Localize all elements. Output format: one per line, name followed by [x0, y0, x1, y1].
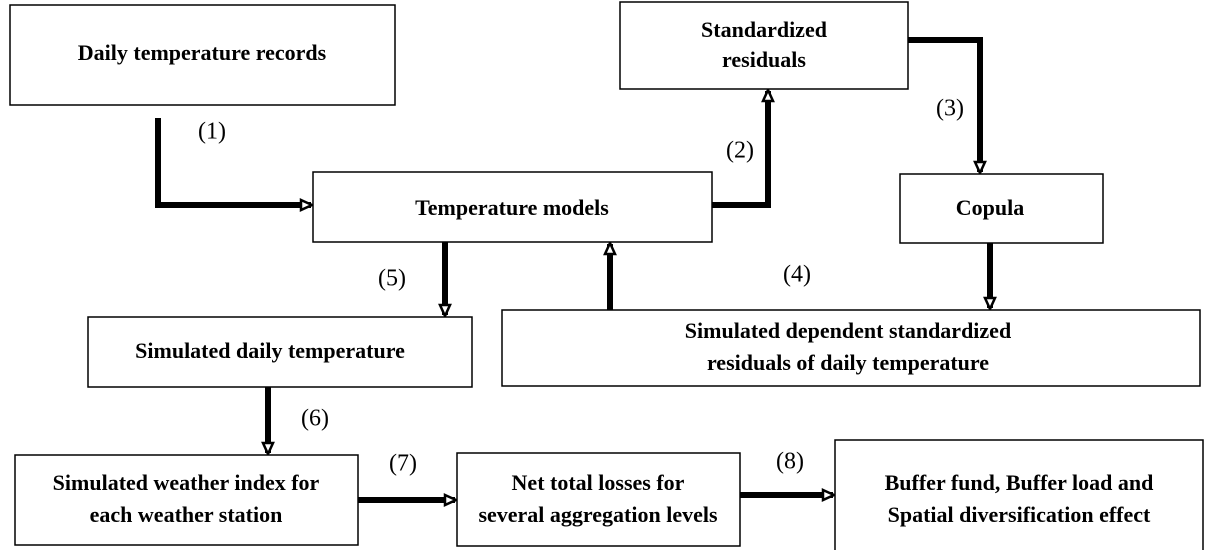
edge-label: (5) [378, 266, 406, 292]
node-label: Daily temperature records [78, 40, 327, 65]
node-label: Spatial diversification effect [888, 502, 1151, 527]
node-label: residuals of daily temperature [707, 350, 989, 375]
node-box [87, 316, 473, 388]
edge-label: (8) [776, 449, 804, 475]
node-box [9, 4, 396, 106]
node-label: Standardized [701, 17, 827, 42]
edge-label: (3) [936, 96, 964, 122]
node-label: Simulated dependent standardized [685, 318, 1011, 343]
edge-label: (6) [301, 406, 329, 432]
edge-label: (4) [783, 262, 811, 288]
edge-label: (2) [726, 138, 754, 164]
arrow [908, 37, 980, 172]
arrow [712, 91, 768, 208]
node-label: Copula [956, 195, 1024, 220]
node-box [501, 309, 1201, 387]
node-label: each weather station [90, 502, 283, 527]
node-label: several aggregation levels [478, 502, 718, 527]
node-label: Temperature models [415, 195, 609, 220]
node-label: Simulated weather index for [53, 470, 320, 495]
node-label: residuals [722, 47, 806, 72]
edge-labels: (1) (2) (3) (4) (5) (6) (7) (8) [198, 96, 964, 477]
node-label: Simulated daily temperature [135, 338, 405, 363]
node-box [834, 439, 1204, 550]
node-box [899, 173, 1104, 244]
boxes: Daily temperature records Standardized r… [9, 1, 1204, 550]
node-box [14, 454, 359, 546]
node-box [619, 1, 909, 90]
arrows [155, 37, 990, 500]
arrow [155, 118, 311, 205]
node-label: Buffer fund, Buffer load and [885, 470, 1154, 495]
edge-label: (1) [198, 119, 226, 145]
edge-label: (7) [389, 451, 417, 477]
node-box [456, 452, 741, 547]
node-box [312, 171, 713, 243]
node-label: Net total losses for [512, 470, 685, 495]
